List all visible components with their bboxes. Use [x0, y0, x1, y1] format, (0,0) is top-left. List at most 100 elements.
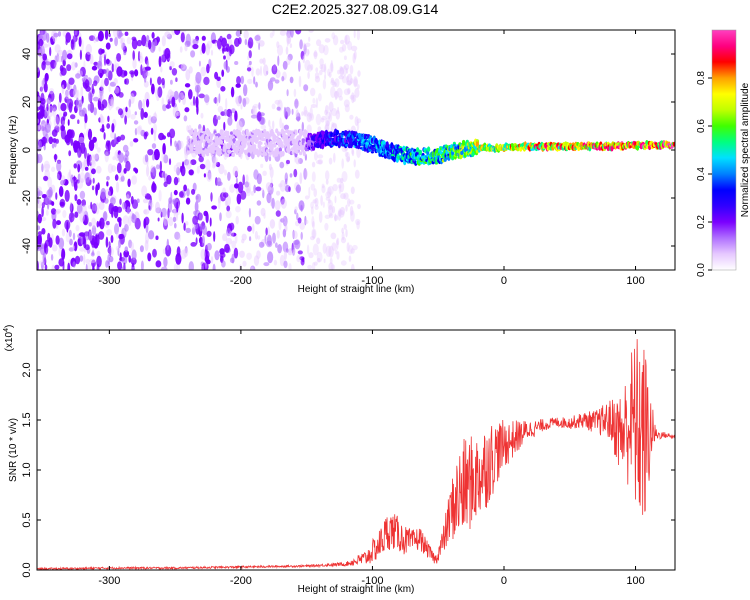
noise-cell	[347, 87, 351, 95]
noise-cell	[327, 199, 333, 210]
noise-cell	[79, 247, 85, 252]
noise-cell	[230, 232, 237, 237]
noise-cell	[50, 208, 57, 215]
ridge-cell	[345, 143, 349, 147]
noise-cell	[161, 35, 166, 47]
noise-cell	[295, 30, 302, 35]
noise-cell	[234, 37, 240, 48]
noise-cell	[141, 34, 147, 47]
noise-cell	[51, 104, 57, 112]
noise-cell	[231, 108, 236, 114]
noise-cell	[107, 115, 110, 123]
ridge-cell	[226, 130, 230, 137]
ridge-cell	[282, 131, 286, 135]
noise-cell	[203, 94, 210, 103]
noise-cell	[226, 33, 232, 40]
noise-cell	[159, 160, 162, 173]
ridge-cell	[261, 137, 265, 142]
noise-cell	[253, 169, 259, 180]
noise-cell	[216, 181, 223, 186]
noise-cell	[253, 184, 257, 194]
noise-cell	[235, 215, 239, 225]
ridge-cell	[672, 141, 675, 147]
noise-cell	[349, 205, 354, 216]
noise-cell	[316, 39, 322, 47]
ridge-cell	[195, 131, 199, 136]
noise-cell	[269, 32, 274, 39]
noise-cell	[174, 231, 181, 240]
noise-cell	[339, 66, 344, 77]
noise-cell	[166, 94, 170, 103]
noise-cell	[39, 102, 46, 111]
noise-cell	[107, 163, 113, 174]
noise-cell	[69, 238, 73, 246]
noise-cell	[295, 116, 301, 121]
noise-cell	[331, 206, 336, 214]
snr-y-ticks: 0.0 0.5 1.0 1.5 2.0	[21, 362, 675, 578]
ridge-cell	[418, 150, 422, 155]
noise-cell	[50, 59, 57, 69]
noise-cell	[327, 115, 330, 127]
noise-cell	[115, 181, 120, 193]
noise-cell	[276, 41, 280, 49]
ridge-cell	[231, 152, 235, 158]
noise-cell	[80, 141, 86, 154]
noise-cell	[62, 59, 66, 67]
ridge-cell	[276, 131, 281, 137]
noise-cell	[44, 264, 48, 270]
noise-cell	[66, 53, 73, 60]
ridge-cell	[247, 142, 251, 147]
noise-cell	[131, 249, 137, 261]
noise-cell	[157, 217, 160, 222]
noise-cell	[327, 185, 334, 195]
noise-cell	[333, 90, 340, 99]
noise-cell	[286, 33, 292, 45]
noise-cell	[43, 160, 50, 173]
noise-cell	[167, 208, 170, 219]
noise-cell	[44, 122, 51, 133]
noise-cell	[286, 89, 289, 97]
noise-cell	[303, 44, 307, 55]
noise-cell	[254, 35, 261, 41]
noise-cell	[344, 104, 350, 113]
noise-cell	[319, 69, 323, 76]
noise-cell	[226, 43, 230, 52]
noise-cell	[44, 163, 51, 169]
noise-cell	[203, 76, 210, 86]
noise-cell	[341, 231, 345, 241]
noise-cell	[339, 65, 343, 72]
noise-cell	[110, 96, 114, 107]
noise-cell	[325, 170, 330, 181]
colorbar-ticks: 0.0 0.2 0.4 0.6 0.8	[696, 71, 712, 277]
noise-cell	[131, 199, 139, 210]
x-tick-label: 0	[501, 275, 507, 287]
noise-cell	[254, 230, 258, 240]
noise-cell	[250, 114, 258, 119]
noise-cell	[105, 68, 110, 78]
noise-cell	[148, 230, 155, 240]
noise-cell	[151, 83, 155, 95]
spectrogram-x-ticks: -300 -200 -100 0 100	[98, 30, 645, 287]
noise-cell	[326, 186, 332, 198]
noise-cell	[150, 116, 157, 124]
noise-cell	[93, 33, 97, 44]
noise-cell	[59, 124, 65, 132]
noise-cell	[290, 30, 294, 38]
noise-cell	[43, 175, 49, 181]
noise-cell	[211, 39, 218, 44]
noise-cell	[152, 181, 156, 192]
noise-cell	[53, 116, 60, 128]
noise-cell	[336, 237, 340, 246]
snr-y-scale: (x104)	[3, 325, 15, 352]
noise-cell	[357, 70, 361, 77]
colorbar-tick-label: 0.4	[696, 167, 707, 181]
noise-cell	[114, 223, 119, 235]
noise-cell	[185, 227, 191, 234]
noise-cell	[330, 60, 333, 72]
noise-cell	[120, 175, 125, 182]
noise-cell	[178, 191, 184, 198]
noise-cell	[54, 210, 60, 215]
noise-cell	[213, 97, 218, 104]
noise-cell	[57, 31, 62, 37]
noise-cell	[300, 231, 303, 240]
